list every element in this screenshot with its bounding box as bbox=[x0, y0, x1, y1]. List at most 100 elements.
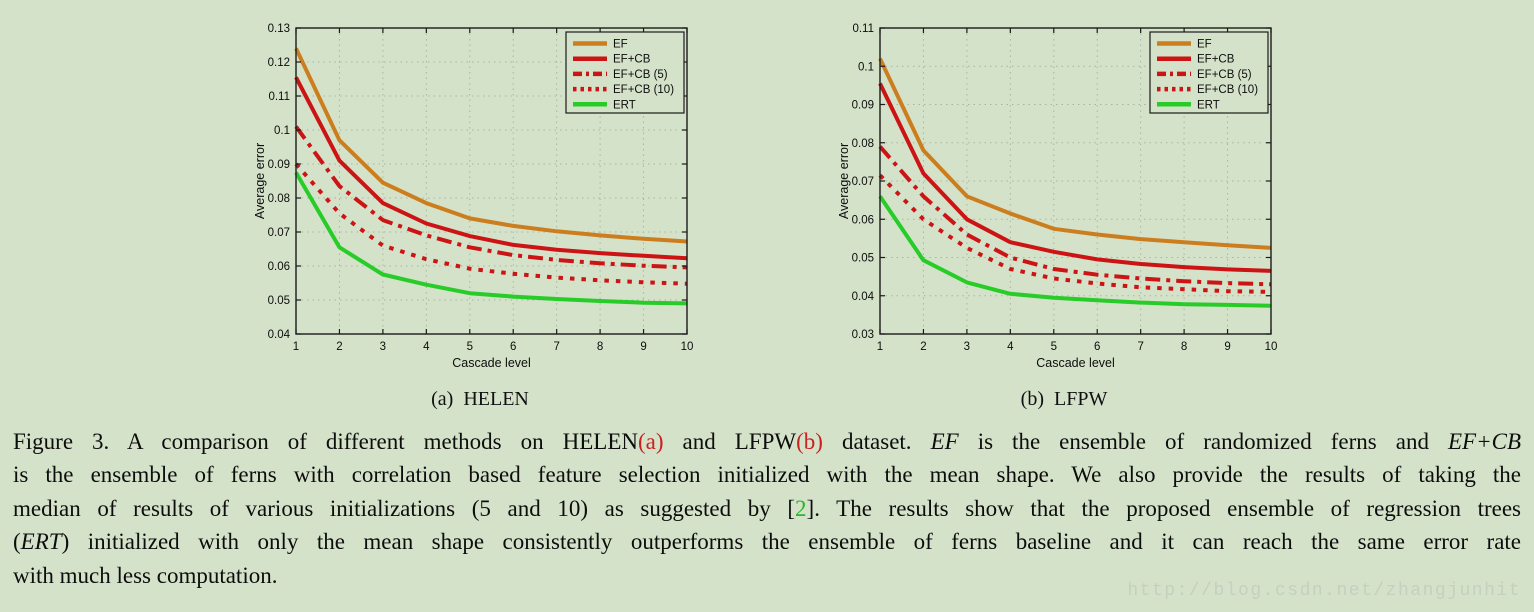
y-axis-label: Average error bbox=[837, 143, 851, 219]
svg-text:0.07: 0.07 bbox=[268, 227, 290, 239]
legend-label-EF+CB (10): EF+CB (10) bbox=[613, 84, 674, 96]
series-EF+CB (5) bbox=[878, 145, 1272, 287]
caption-segment: is the ensemble of ferns with correlatio… bbox=[13, 462, 1521, 488]
svg-text:3: 3 bbox=[380, 341, 386, 353]
series-ERT bbox=[294, 171, 688, 306]
series-lines bbox=[878, 57, 1272, 308]
series-EF+CB (10) bbox=[878, 173, 1272, 294]
caption-line-1: Figure 3. A comparison of different meth… bbox=[13, 425, 1521, 458]
y-axis-label: Average error bbox=[253, 143, 267, 219]
svg-text:1: 1 bbox=[877, 341, 883, 353]
tick-labels: 1 2 3 4 5 6 7 8 9 10 0.04 0.05 0.06 0.07 0.08 0.09 0.1 0.… bbox=[268, 23, 694, 353]
svg-text:4: 4 bbox=[423, 341, 430, 353]
tick-labels: 1 2 3 4 5 6 7 8 9 10 0.03 0.04 0.05 0.06 0.07 0.08 0.09 0… bbox=[852, 23, 1278, 353]
svg-text:2: 2 bbox=[336, 341, 342, 353]
svg-text:8: 8 bbox=[1181, 341, 1187, 353]
series-EF+CB bbox=[294, 76, 688, 261]
chart-lfpw-figure: 1 2 3 4 5 6 7 8 9 10 0.03 0.04 0.05 0.06 0.07 0.08 0.09 0… bbox=[834, 13, 1294, 411]
chart-helen-figure: 1 2 3 4 5 6 7 8 9 10 0.04 0.05 0.06 0.07 0.08 0.09 0.1 0.… bbox=[250, 13, 710, 411]
svg-text:3: 3 bbox=[964, 341, 970, 353]
svg-text:5: 5 bbox=[1051, 341, 1057, 353]
svg-text:0.05: 0.05 bbox=[852, 253, 874, 265]
caption-segment: with much less computation. bbox=[13, 562, 278, 588]
svg-text:0.08: 0.08 bbox=[852, 138, 874, 150]
caption-segment: (a) bbox=[638, 429, 664, 454]
series-EF+CB bbox=[878, 82, 1272, 273]
svg-text:0.06: 0.06 bbox=[268, 261, 290, 273]
svg-text:8: 8 bbox=[597, 341, 603, 353]
svg-text:10: 10 bbox=[681, 341, 694, 353]
caption-line-2: is the ensemble of ferns with correlatio… bbox=[13, 458, 1521, 491]
legend-label-EF: EF bbox=[1197, 39, 1212, 51]
series-EF+CB (10) bbox=[294, 162, 688, 286]
x-axis-label: Cascade level bbox=[1036, 356, 1115, 370]
subcaption-b: (b) LFPW bbox=[1020, 388, 1108, 410]
svg-text:0.05: 0.05 bbox=[268, 295, 290, 307]
x-axis-label: Cascade level bbox=[452, 356, 531, 370]
svg-text:0.04: 0.04 bbox=[852, 291, 875, 303]
svg-text:0.07: 0.07 bbox=[852, 176, 874, 188]
legend-label-EF+CB (5): EF+CB (5) bbox=[1197, 69, 1252, 81]
svg-text:0.06: 0.06 bbox=[852, 214, 874, 226]
svg-text:6: 6 bbox=[510, 341, 516, 353]
svg-text:1: 1 bbox=[293, 341, 299, 353]
caption-line-4: (ERT) initialized with only the mean sha… bbox=[13, 525, 1521, 558]
caption-segment: and LFPW bbox=[663, 429, 797, 454]
svg-text:0.04: 0.04 bbox=[268, 329, 291, 341]
legend-label-ERT: ERT bbox=[613, 99, 636, 111]
figure-caption: Figure 3. A comparison of different meth… bbox=[13, 425, 1521, 592]
chart-lfpw-plot: 1 2 3 4 5 6 7 8 9 10 0.03 0.04 0.05 0.06 0.07 0.08 0.09 0… bbox=[837, 23, 1278, 370]
legend-label-EF: EF bbox=[613, 39, 628, 51]
caption-segment: is the ensemble of randomized ferns and bbox=[958, 429, 1448, 454]
legend-label-ERT: ERT bbox=[1197, 99, 1220, 111]
caption-segment: dataset. bbox=[822, 429, 931, 454]
svg-text:0.1: 0.1 bbox=[858, 61, 874, 73]
legend: EF EF+CB EF+CB (5) EF+CB (10) ERT bbox=[565, 31, 685, 114]
caption-segment: EF bbox=[930, 429, 959, 454]
svg-text:0.1: 0.1 bbox=[274, 125, 290, 137]
legend: EF EF+CB EF+CB (5) EF+CB (10) ERT bbox=[1149, 31, 1269, 114]
series-EF+CB (5) bbox=[294, 125, 688, 270]
svg-text:0.11: 0.11 bbox=[852, 23, 874, 35]
series-EF bbox=[294, 47, 688, 244]
caption-segment: ) initialized with only the mean shape c… bbox=[61, 529, 1521, 555]
caption-segment: EF+CB bbox=[1447, 429, 1521, 454]
caption-segment: Figure 3. A comparison of different meth… bbox=[13, 429, 638, 454]
caption-line-5: with much less computation. bbox=[13, 559, 1521, 592]
plot-border bbox=[295, 27, 688, 335]
svg-text:7: 7 bbox=[1137, 341, 1143, 353]
svg-text:0.12: 0.12 bbox=[268, 57, 290, 69]
svg-text:10: 10 bbox=[1265, 341, 1278, 353]
svg-text:0.13: 0.13 bbox=[268, 23, 290, 35]
svg-text:0.09: 0.09 bbox=[852, 100, 874, 112]
legend-label-EF+CB (5): EF+CB (5) bbox=[613, 69, 668, 81]
chart-helen-plot: 1 2 3 4 5 6 7 8 9 10 0.04 0.05 0.06 0.07 0.08 0.09 0.1 0.… bbox=[253, 23, 694, 370]
svg-text:0.11: 0.11 bbox=[268, 91, 290, 103]
series-EF bbox=[878, 57, 1272, 250]
caption-segment: ERT bbox=[20, 529, 62, 555]
watermark-url: http://blog.csdn.net/zhangjunhit bbox=[1127, 581, 1521, 601]
caption-segment: ]. The results show that the proposed en… bbox=[806, 495, 1522, 521]
svg-text:5: 5 bbox=[467, 341, 473, 353]
svg-text:0.09: 0.09 bbox=[268, 159, 290, 171]
svg-text:2: 2 bbox=[920, 341, 926, 353]
caption-line-3: median of results of various initializat… bbox=[13, 492, 1521, 525]
series-lines bbox=[294, 47, 688, 306]
svg-text:0.03: 0.03 bbox=[852, 329, 874, 341]
caption-segment: median of results of various initializat… bbox=[13, 495, 796, 521]
svg-text:9: 9 bbox=[1224, 341, 1230, 353]
legend-label-EF+CB: EF+CB bbox=[1197, 54, 1235, 66]
svg-text:9: 9 bbox=[640, 341, 646, 353]
svg-text:4: 4 bbox=[1007, 341, 1014, 353]
svg-text:7: 7 bbox=[553, 341, 559, 353]
legend-label-EF+CB (10): EF+CB (10) bbox=[1197, 84, 1258, 96]
axis-ticks bbox=[879, 27, 1272, 335]
subcaption-a: (a) HELEN bbox=[431, 388, 529, 410]
legend-label-EF+CB: EF+CB bbox=[613, 54, 651, 66]
svg-text:0.08: 0.08 bbox=[268, 193, 290, 205]
svg-text:6: 6 bbox=[1094, 341, 1100, 353]
caption-segment: (b) bbox=[796, 429, 823, 454]
series-ERT bbox=[878, 195, 1272, 308]
caption-segment: ( bbox=[13, 529, 21, 555]
